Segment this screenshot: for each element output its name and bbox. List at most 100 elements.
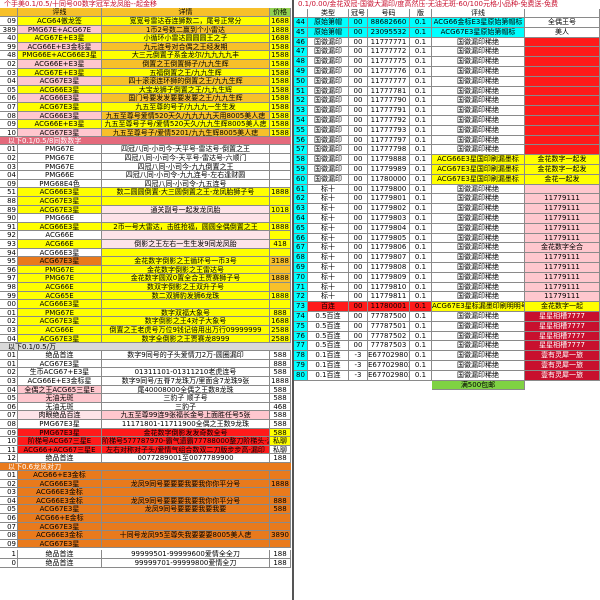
left-cell[interactable]: ACG66E+E3金标星: [18, 377, 102, 386]
right-cell[interactable]: 11779803: [368, 214, 410, 224]
left-cell[interactable]: 1588: [270, 103, 291, 112]
right-cell[interactable]: 国徽漏印稀绝: [432, 263, 525, 273]
left-cell[interactable]: ACG66+E3金标: [18, 471, 102, 480]
right-cell[interactable]: 国徽漏印稀绝: [432, 282, 525, 293]
right-cell[interactable]: 0.1: [410, 47, 432, 58]
right-cell[interactable]: 0.1: [410, 370, 432, 381]
right-cell[interactable]: 0.1: [410, 272, 432, 283]
left-cell[interactable]: PMG67E+ACG67E: [18, 25, 102, 35]
left-cell[interactable]: 88: [0, 197, 18, 206]
right-cell[interactable]: -3: [349, 351, 368, 361]
right-cell[interactable]: 标十: [308, 204, 349, 214]
right-cell[interactable]: 国徽漏印: [308, 96, 349, 107]
right-cell[interactable]: 壹有灵犀一旅: [525, 351, 600, 361]
right-cell[interactable]: 47: [294, 47, 308, 58]
right-cell[interactable]: [525, 125, 600, 136]
right-cell[interactable]: 国徽漏印稀绝: [432, 370, 525, 381]
left-cell[interactable]: 大宝龙狮子倒置之王/九九生辉: [102, 85, 270, 95]
right-cell[interactable]: 全偶王号: [525, 18, 600, 28]
left-header-name[interactable]: 评线: [18, 8, 102, 17]
right-cell[interactable]: 65: [294, 223, 308, 234]
left-cell[interactable]: 1588: [270, 42, 291, 52]
left-cell[interactable]: PMG66E+ACG66E3星: [18, 51, 102, 60]
right-cell[interactable]: 国徽漏印稀绝: [432, 67, 525, 77]
right-cell[interactable]: 11779111: [525, 194, 600, 205]
left-cell[interactable]: 02: [0, 317, 18, 326]
left-cell[interactable]: 九元连号对合偶之王经发期: [102, 42, 270, 52]
right-cell[interactable]: 11779800: [368, 184, 410, 195]
right-cell[interactable]: 金花数字全合: [525, 243, 600, 254]
left-cell[interactable]: 09: [0, 428, 18, 438]
right-cell[interactable]: 壹有灵犀一旅: [525, 370, 600, 381]
right-cell[interactable]: 75: [294, 321, 308, 332]
right-header-ver[interactable]: 版: [410, 9, 432, 18]
left-cell[interactable]: ACG66+ACG67三星E: [18, 445, 102, 455]
left-cell[interactable]: [270, 162, 291, 172]
left-cell[interactable]: 95: [0, 257, 18, 266]
left-cell[interactable]: 数双字倒影之王双升子号: [102, 283, 270, 292]
right-cell[interactable]: 国徽漏印: [308, 125, 349, 136]
right-cell[interactable]: 00: [349, 253, 368, 263]
left-cell[interactable]: ACG66E: [18, 240, 102, 249]
left-cell[interactable]: ACG66E+E3星: [18, 60, 102, 69]
right-cell[interactable]: 52: [294, 96, 308, 107]
right-cell[interactable]: 55: [294, 125, 308, 136]
right-cell[interactable]: 国徽漏印稀绝: [432, 341, 525, 352]
right-cell[interactable]: 11779804: [368, 223, 410, 234]
right-cell[interactable]: 国徽漏印稀绝: [432, 47, 525, 58]
left-cell[interactable]: 九五至尊号子/爱情5201/九九生辉8005美人痣: [102, 128, 270, 138]
right-cell[interactable]: 00: [349, 223, 368, 234]
right-cell[interactable]: [525, 67, 600, 77]
right-cell[interactable]: 69: [294, 263, 308, 273]
left-cell[interactable]: 03: [0, 488, 18, 497]
left-cell[interactable]: 09: [0, 539, 18, 549]
right-cell[interactable]: 64: [294, 214, 308, 224]
right-cell[interactable]: 0.1百连: [308, 351, 349, 361]
left-cell[interactable]: [102, 214, 270, 223]
left-cell[interactable]: [102, 300, 270, 309]
left-cell[interactable]: ACG66E3金标: [18, 496, 102, 506]
right-cell[interactable]: 标十: [308, 214, 349, 224]
left-cell[interactable]: 588: [270, 385, 291, 395]
right-cell[interactable]: 金花一起发: [525, 174, 600, 185]
left-cell[interactable]: [102, 539, 270, 549]
right-cell[interactable]: 0.1: [410, 223, 432, 234]
left-header-price[interactable]: 价格: [270, 8, 291, 17]
right-cell[interactable]: 国徽漏印: [308, 135, 349, 146]
right-cell[interactable]: 11779111: [525, 204, 600, 214]
left-cell[interactable]: 数二双狮豹发狮6龙珠: [102, 291, 270, 301]
left-cell[interactable]: 全偶之王ACG65三星E: [18, 385, 102, 395]
right-cell[interactable]: 0.1: [410, 302, 432, 312]
right-cell[interactable]: 标十: [308, 223, 349, 234]
left-cell[interactable]: ACG67E3星: [18, 359, 102, 369]
left-cell[interactable]: PMG67E: [18, 162, 102, 172]
left-cell[interactable]: 1888: [270, 291, 291, 301]
right-cell[interactable]: 66: [294, 233, 308, 244]
section-header-1[interactable]: 以下0.1/0.5/8同数数字: [0, 137, 291, 146]
right-cell[interactable]: ACG67E3星国印刷漏墨标: [432, 174, 525, 185]
left-cell[interactable]: 51: [0, 188, 18, 197]
left-cell[interactable]: 01: [0, 308, 18, 318]
left-cell[interactable]: 99999501-99999600爱情全全刀: [102, 550, 270, 559]
right-cell[interactable]: 国徽漏印稀绝: [432, 116, 525, 126]
right-cell[interactable]: 11779111: [525, 272, 600, 283]
right-cell[interactable]: 11777792: [368, 116, 410, 126]
left-cell[interactable]: [270, 214, 291, 223]
left-cell[interactable]: 四冠八同-小司今-九九倒置之王: [102, 162, 270, 172]
left-cell[interactable]: ACG67E3星: [18, 197, 102, 206]
right-cell[interactable]: 11779806: [368, 243, 410, 254]
left-cell[interactable]: 1018: [270, 205, 291, 215]
left-cell[interactable]: 03: [0, 68, 18, 78]
left-cell[interactable]: [270, 179, 291, 189]
right-cell[interactable]: 54: [294, 116, 308, 126]
right-cell[interactable]: 0.1: [410, 106, 432, 116]
left-cell[interactable]: 四冠八同-小司令-九五连号: [102, 179, 270, 189]
right-cell[interactable]: 0.1: [410, 331, 432, 342]
right-cell[interactable]: 标十: [308, 292, 349, 303]
right-cell[interactable]: 11779111: [525, 253, 600, 263]
right-cell[interactable]: 11780000: [368, 174, 410, 185]
left-cell[interactable]: 99: [0, 42, 18, 52]
right-cell[interactable]: 70: [294, 272, 308, 283]
left-cell[interactable]: 09: [0, 179, 18, 189]
right-cell[interactable]: 0.1: [410, 243, 432, 254]
